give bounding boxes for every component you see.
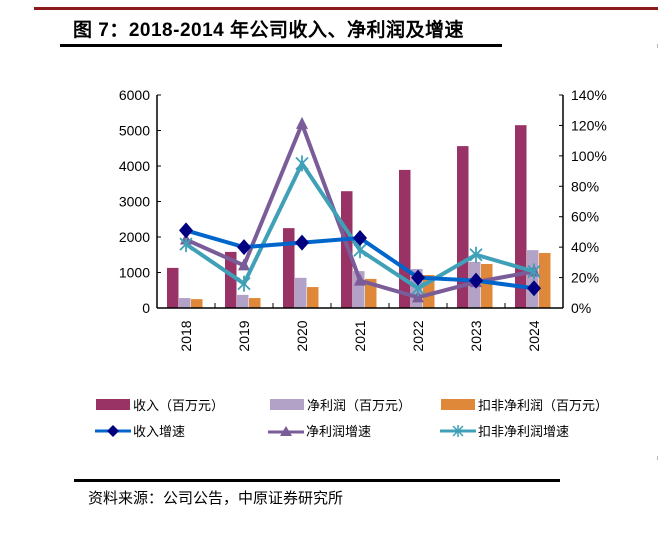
diamond-marker-icon [95,424,131,437]
bar-deducted-net-profit [365,278,377,308]
point-deducted-growth [527,263,541,280]
legend-swatch-revenue [96,399,130,410]
bar-deducted-net-profit [539,252,551,308]
point-deducted-growth [295,155,309,172]
legend-item-revenue: 收入（百万元） [96,395,224,414]
y-right-tick-label: 80% [571,178,599,194]
point-revenue-growth [179,222,193,239]
y-left-tick-label: 6000 [119,87,150,103]
x-tick-label: 2018 [178,320,194,351]
legend-swatch-deducted [441,399,475,410]
point-net-profit-growth [412,290,424,303]
bar-deducted-net-profit [249,298,261,308]
point-deducted-growth [179,236,193,253]
y-left-tick-label: 5000 [119,123,150,139]
legend-label: 净利润增速 [306,425,372,440]
legend-item-deducted-growth: 扣非净利润增速 [440,421,569,440]
y-left-tick-label: 2000 [119,229,150,245]
y-right-tick-label: 0% [571,300,591,316]
point-revenue-growth [411,269,425,286]
y-right-tick-label: 40% [571,239,599,255]
legend-item-revenue-growth: 收入增速 [95,421,185,440]
point-deducted-growth [237,275,251,292]
y-right-tick-label: 140% [571,87,607,103]
bar-deducted-net-profit [307,287,319,308]
figure-title: 图 7：2018-2014 年公司收入、净利润及增速 [73,20,464,41]
legend-item-net-profit: 净利润（百万元） [270,395,411,414]
bar-revenue [283,228,295,308]
bar-deducted-net-profit [191,299,203,308]
point-net-profit-growth [354,273,366,286]
point-revenue-growth [469,272,483,289]
point-net-profit-growth [238,258,250,271]
y-left-tick-label: 3000 [119,194,150,210]
bar-net-profit [179,298,191,308]
bar-deducted-net-profit [423,274,435,308]
y-left-tick-label: 0 [142,300,150,316]
y-right-tick-label: 120% [571,117,607,133]
triangle-marker-icon [268,425,304,436]
bar-revenue [167,267,179,308]
point-revenue-growth [295,234,309,251]
lines-layer [179,116,541,303]
point-revenue-growth [527,280,541,297]
axes-layer: 0 1000 2000 3000 4000 5000 6000 0% 20% 40% 60% 80% 1… [119,87,607,352]
x-tick-label: 2019 [236,320,252,351]
x-tick-label: 2024 [526,320,542,351]
point-revenue-growth [353,230,367,247]
y-right-tick-label: 100% [571,148,607,164]
legend-label: 收入增速 [133,425,186,440]
top-rule [34,7,658,10]
legend-label: 收入（百万元） [133,399,225,414]
point-deducted-growth [469,246,483,263]
legend-label: 扣非净利润增速 [478,425,570,440]
source-note: 资料来源：公司公告，中原证券研究所 [88,489,344,507]
x-tick-label: 2022 [410,320,426,351]
x-tick-label: 2023 [468,320,484,351]
source-rule [74,479,560,482]
bar-revenue [225,251,237,308]
legend-item-deducted-net-profit: 扣非净利润（百万元） [441,395,608,414]
y-left-tick-label: 4000 [119,158,150,174]
y-right-tick-label: 20% [571,270,599,286]
title-rule [60,44,502,47]
bar-net-profit [527,250,539,308]
y-right-tick-label: 60% [571,209,599,225]
bar-deducted-net-profit [481,263,493,308]
legend-label: 扣非净利润（百万元） [478,399,609,414]
combo-chart: 0 1000 2000 3000 4000 5000 6000 0% 20% 40% 60% 80% 1… [119,87,607,352]
star-marker-icon [440,424,476,437]
legend-swatch-net-profit [270,399,304,410]
bar-net-profit [237,294,249,308]
x-tick-label: 2020 [294,320,310,351]
bar-net-profit [295,277,307,308]
point-revenue-growth [237,239,251,256]
bar-revenue [457,146,469,308]
bar-revenue [515,125,527,308]
x-tick-label: 2021 [352,320,368,351]
bar-revenue [399,169,411,308]
legend-item-net-profit-growth: 净利润增速 [268,421,371,440]
bar-net-profit [353,271,365,308]
legend-label: 净利润（百万元） [307,399,412,414]
y-left-tick-label: 1000 [119,265,150,281]
point-net-profit-growth [296,116,308,129]
